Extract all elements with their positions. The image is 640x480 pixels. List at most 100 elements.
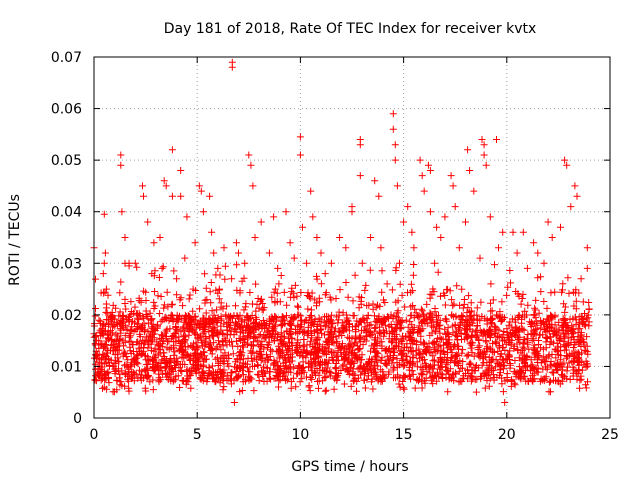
data-point [115, 335, 123, 343]
data-point [362, 332, 370, 340]
data-point [554, 343, 562, 351]
data-point [561, 156, 569, 164]
data-point [181, 361, 189, 368]
data-point [173, 275, 181, 283]
data-point [365, 321, 373, 329]
data-point [400, 362, 408, 370]
data-point [288, 335, 296, 343]
data-point [181, 314, 188, 322]
data-point [370, 370, 378, 378]
data-point [177, 167, 185, 174]
data-point [172, 372, 180, 380]
data-point [225, 362, 233, 370]
data-point [518, 369, 526, 377]
data-point [303, 373, 310, 381]
data-point [272, 374, 280, 382]
data-point [537, 317, 545, 325]
data-point [509, 228, 517, 236]
data-point [529, 327, 537, 335]
data-point [469, 319, 477, 327]
data-point [254, 295, 262, 302]
data-point [423, 315, 431, 323]
data-point [476, 353, 484, 361]
data-point [528, 320, 536, 328]
data-point [353, 387, 360, 395]
data-point [378, 317, 386, 325]
y-tick-label: 0.04 [51, 205, 82, 221]
data-point [476, 327, 484, 335]
data-point [315, 384, 322, 392]
data-point [170, 267, 178, 275]
data-point [242, 300, 250, 308]
data-point [148, 315, 156, 323]
data-point [410, 261, 418, 268]
data-point [265, 331, 273, 338]
data-point [519, 340, 527, 348]
data-point [277, 322, 285, 330]
data-point [163, 288, 171, 296]
data-point [388, 327, 396, 335]
data-point [208, 307, 216, 315]
data-point [531, 345, 539, 353]
data-point [416, 313, 424, 321]
data-point [326, 330, 333, 338]
data-point [119, 352, 127, 360]
data-point [144, 327, 152, 335]
data-point [487, 280, 495, 288]
data-point [543, 304, 551, 312]
data-point [505, 353, 513, 361]
data-point [277, 272, 285, 279]
data-point [399, 355, 407, 363]
data-point [514, 290, 522, 298]
data-point [239, 371, 247, 379]
data-point [463, 352, 471, 360]
data-point [137, 376, 145, 384]
data-point [161, 332, 169, 340]
data-point [102, 341, 110, 348]
data-point [569, 344, 577, 351]
data-point [468, 349, 476, 357]
data-point [566, 376, 574, 383]
data-point [517, 325, 525, 333]
data-point [176, 384, 184, 391]
data-point [99, 270, 107, 278]
data-point [142, 297, 150, 304]
data-point [542, 357, 550, 365]
data-point [102, 328, 109, 336]
data-point [305, 363, 313, 371]
data-point [200, 348, 208, 356]
data-point [100, 210, 108, 218]
data-point [442, 366, 450, 374]
data-point [162, 327, 170, 335]
data-point [438, 356, 446, 364]
data-point [236, 355, 244, 363]
data-point [171, 362, 178, 369]
y-tick-label: 0.02 [51, 308, 82, 324]
data-point [116, 308, 124, 316]
data-point [362, 281, 370, 289]
data-point [151, 302, 159, 310]
data-point [116, 289, 124, 297]
data-point [430, 346, 438, 354]
data-point [239, 342, 246, 350]
data-point [173, 325, 180, 333]
data-point [500, 356, 508, 364]
data-point [453, 351, 461, 359]
data-point [524, 377, 532, 385]
data-point [486, 344, 494, 352]
data-point [531, 306, 539, 314]
data-point [283, 301, 291, 309]
data-point [212, 355, 220, 363]
data-point [456, 377, 464, 385]
data-point [163, 363, 171, 370]
data-point [473, 375, 481, 383]
data-point [520, 326, 528, 334]
data-point [95, 337, 103, 345]
data-point [255, 371, 263, 379]
data-point [371, 354, 379, 362]
data-point [233, 337, 240, 345]
data-point [416, 350, 424, 358]
data-point [251, 234, 259, 241]
data-point [470, 187, 478, 195]
data-point [504, 283, 512, 291]
